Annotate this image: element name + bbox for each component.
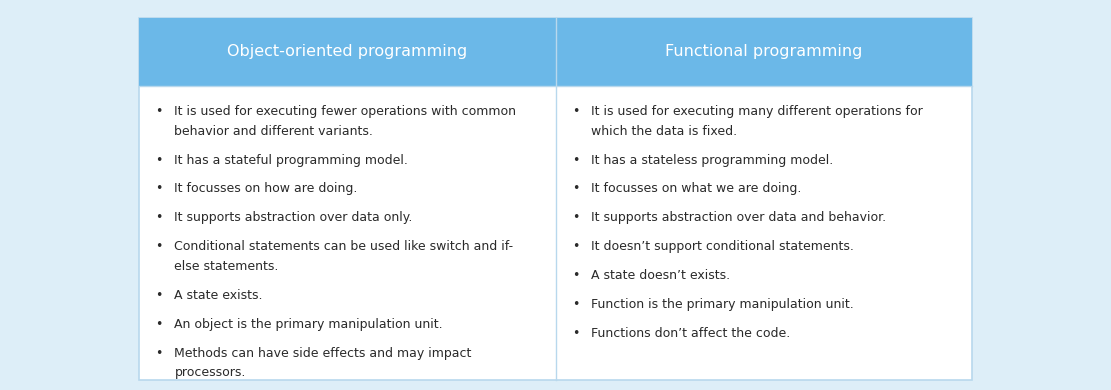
Text: It focusses on what we are doing.: It focusses on what we are doing.: [591, 183, 801, 195]
Text: •: •: [156, 105, 163, 118]
Text: else statements.: else statements.: [174, 260, 279, 273]
Text: It has a stateful programming model.: It has a stateful programming model.: [174, 154, 409, 167]
Text: •: •: [156, 211, 163, 225]
Text: •: •: [572, 327, 580, 340]
Text: Conditional statements can be used like switch and if-: Conditional statements can be used like …: [174, 241, 513, 254]
Text: Function is the primary manipulation unit.: Function is the primary manipulation uni…: [591, 298, 853, 311]
Text: •: •: [572, 269, 580, 282]
Bar: [139, 18, 972, 380]
Text: which the data is fixed.: which the data is fixed.: [591, 124, 738, 138]
Text: It supports abstraction over data and behavior.: It supports abstraction over data and be…: [591, 211, 887, 225]
Text: It has a stateless programming model.: It has a stateless programming model.: [591, 154, 833, 167]
Text: •: •: [572, 183, 580, 195]
Text: •: •: [572, 241, 580, 254]
Text: Functional programming: Functional programming: [665, 44, 862, 59]
Text: •: •: [156, 289, 163, 301]
Text: behavior and different variants.: behavior and different variants.: [174, 124, 373, 138]
Text: Object-oriented programming: Object-oriented programming: [227, 44, 468, 59]
Text: •: •: [156, 154, 163, 167]
Text: •: •: [572, 211, 580, 225]
Text: •: •: [156, 241, 163, 254]
Text: •: •: [572, 154, 580, 167]
Text: Functions don’t affect the code.: Functions don’t affect the code.: [591, 327, 790, 340]
Text: processors.: processors.: [174, 366, 246, 379]
Text: •: •: [572, 298, 580, 311]
Bar: [556, 18, 972, 86]
Text: It is used for executing fewer operations with common: It is used for executing fewer operation…: [174, 105, 517, 118]
Text: •: •: [156, 317, 163, 331]
Text: •: •: [156, 347, 163, 360]
Text: It is used for executing many different operations for: It is used for executing many different …: [591, 105, 923, 118]
Text: A state exists.: A state exists.: [174, 289, 263, 301]
Bar: [139, 18, 556, 86]
Text: •: •: [572, 105, 580, 118]
Text: It supports abstraction over data only.: It supports abstraction over data only.: [174, 211, 413, 225]
Text: A state doesn’t exists.: A state doesn’t exists.: [591, 269, 730, 282]
Text: It doesn’t support conditional statements.: It doesn’t support conditional statement…: [591, 241, 854, 254]
Text: An object is the primary manipulation unit.: An object is the primary manipulation un…: [174, 317, 443, 331]
Text: Methods can have side effects and may impact: Methods can have side effects and may im…: [174, 347, 472, 360]
Text: It focusses on how are doing.: It focusses on how are doing.: [174, 183, 358, 195]
Text: •: •: [156, 183, 163, 195]
